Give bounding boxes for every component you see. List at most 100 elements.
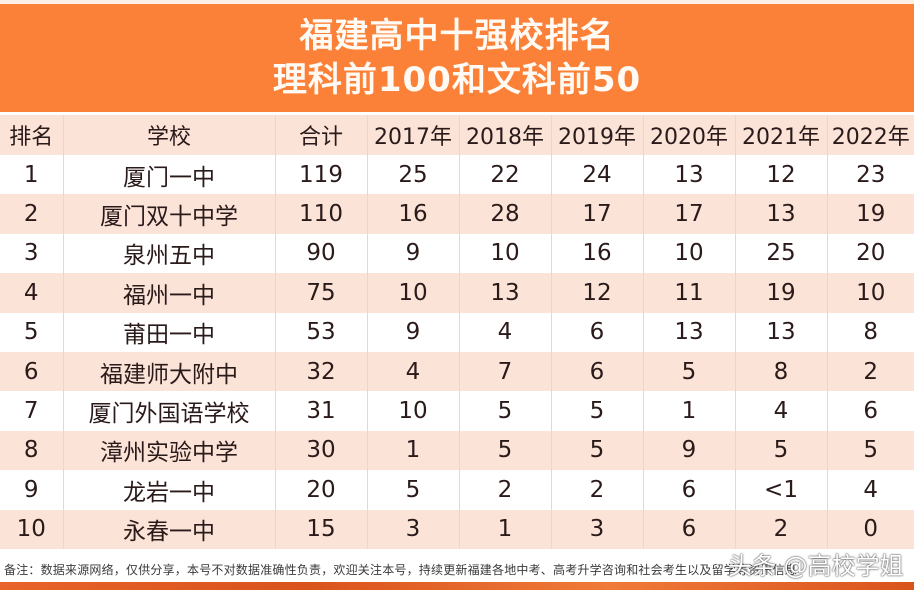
cell-2021: 4 <box>735 391 828 431</box>
cell-2017: 4 <box>367 351 460 392</box>
table-row: 3 泉州五中 90 9 10 16 10 25 20 <box>0 233 914 274</box>
cell-school: 漳州实验中学 <box>63 430 276 471</box>
cell-2022: 0 <box>863 516 879 543</box>
cell-rank: 1 <box>0 155 64 195</box>
cell-2022: 8 <box>863 319 879 346</box>
col-header-2022: 2022年 <box>831 125 910 150</box>
cell-2019: 16 <box>551 233 644 274</box>
cell-school: 厦门外国语学校 <box>63 391 276 431</box>
cell-total: 20 <box>275 470 368 510</box>
cell-2020: 11 <box>643 273 736 313</box>
cell-school: 永春一中 <box>63 509 276 549</box>
cell-2020: 13 <box>643 155 736 195</box>
cell-2018: 5 <box>459 391 552 431</box>
bottom-bar <box>0 582 914 590</box>
cell-2021: 2 <box>735 509 828 549</box>
cell-2017: 3 <box>367 509 460 549</box>
cell-2020: 1 <box>643 391 736 431</box>
footer-note: 备注：数据来源网络，仅供分享，本号不对数据准确性负责，欢迎关注本号，持续更新福建… <box>4 563 798 577</box>
cell-2019: 5 <box>551 391 644 431</box>
top-strip <box>0 0 914 4</box>
ranking-table: 排名 学校 合计 2017年 2018年 2019年 2020年 2021年 2… <box>0 115 914 549</box>
cell-2020: 5 <box>643 351 736 392</box>
table-row: 2 厦门双十中学 110 16 28 17 17 13 19 <box>0 194 914 234</box>
table-header-row: 排名 学校 合计 2017年 2018年 2019年 2020年 2021年 2… <box>0 115 914 155</box>
cell-school: 莆田一中 <box>63 312 276 352</box>
cell-2022: 4 <box>863 476 879 503</box>
cell-2018: 28 <box>459 194 552 234</box>
cell-rank: 8 <box>0 430 64 471</box>
cell-2017: 10 <box>367 273 460 313</box>
cell-school: 龙岩一中 <box>63 470 276 510</box>
cell-rank: 3 <box>0 233 64 274</box>
cell-rank: 7 <box>0 391 64 431</box>
cell-2021: 12 <box>735 155 828 195</box>
col-header-2021: 2021年 <box>735 115 828 155</box>
cell-2021: 13 <box>735 312 828 352</box>
table-row: 8 漳州实验中学 30 1 5 5 9 5 5 <box>0 430 914 471</box>
cell-2020: 9 <box>643 430 736 471</box>
cell-2022: 5 <box>863 437 879 464</box>
cell-2017: 9 <box>367 233 460 274</box>
cell-2019: 6 <box>551 351 644 392</box>
table-row: 1 厦门一中 119 25 22 24 13 12 23 <box>0 155 914 195</box>
cell-school: 福州一中 <box>63 273 276 313</box>
table-row: 5 莆田一中 53 9 4 6 13 13 8 <box>0 312 914 352</box>
cell-2020: 6 <box>643 470 736 510</box>
cell-2020: 6 <box>643 509 736 549</box>
cell-2018: 22 <box>459 155 552 195</box>
col-header-2020: 2020年 <box>643 115 736 155</box>
cell-2022: 2 <box>863 358 879 385</box>
cell-2020: 13 <box>643 312 736 352</box>
cell-2018: 2 <box>459 470 552 510</box>
cell-2022: 6 <box>863 398 879 425</box>
cell-rank: 2 <box>0 194 64 234</box>
cell-2021: 8 <box>735 351 828 392</box>
cell-rank: 5 <box>0 312 64 352</box>
cell-2017: 5 <box>367 470 460 510</box>
cell-total: 53 <box>275 312 368 352</box>
title-banner: 福建高中十强校排名 理科前100和文科前50 <box>0 4 914 112</box>
title-line-2: 理科前100和文科前50 <box>272 60 642 100</box>
cell-rank: 9 <box>0 470 64 510</box>
cell-2018: 5 <box>459 430 552 471</box>
cell-2022: 10 <box>856 279 886 306</box>
cell-rank: 10 <box>0 509 64 549</box>
cell-2018: 10 <box>459 233 552 274</box>
col-header-2019: 2019年 <box>551 115 644 155</box>
cell-2018: 7 <box>459 351 552 392</box>
cell-2017: 1 <box>367 430 460 471</box>
cell-2018: 4 <box>459 312 552 352</box>
cell-total: 31 <box>275 391 368 431</box>
cell-2019: 12 <box>551 273 644 313</box>
cell-2021: <1 <box>735 470 828 510</box>
table-row: 7 厦门外国语学校 31 10 5 5 1 4 6 <box>0 391 914 431</box>
cell-2017: 25 <box>367 155 460 195</box>
cell-school: 福建师大附中 <box>63 351 276 392</box>
cell-school: 厦门一中 <box>63 155 276 195</box>
cell-school: 厦门双十中学 <box>63 194 276 234</box>
cell-2022: 20 <box>856 240 886 267</box>
cell-school: 泉州五中 <box>63 233 276 274</box>
cell-total: 75 <box>275 273 368 313</box>
cell-2021: 25 <box>735 233 828 274</box>
table-row: 10 永春一中 15 3 1 3 6 2 0 <box>0 509 914 549</box>
cell-2021: 19 <box>735 273 828 313</box>
cell-total: 15 <box>275 509 368 549</box>
cell-total: 90 <box>275 233 368 274</box>
cell-total: 110 <box>275 194 368 234</box>
watermark: 头条 @高校学姐 <box>728 552 904 580</box>
col-header-rank: 排名 <box>0 115 64 155</box>
col-header-total: 合计 <box>275 115 368 155</box>
cell-2021: 13 <box>735 194 828 234</box>
cell-2019: 6 <box>551 312 644 352</box>
cell-2019: 2 <box>551 470 644 510</box>
cell-2017: 16 <box>367 194 460 234</box>
cell-2019: 5 <box>551 430 644 471</box>
cell-2019: 17 <box>551 194 644 234</box>
cell-2019: 3 <box>551 509 644 549</box>
cell-total: 119 <box>275 155 368 195</box>
table-row: 6 福建师大附中 32 4 7 6 5 8 2 <box>0 351 914 392</box>
cell-rank: 6 <box>0 351 64 392</box>
col-header-2017: 2017年 <box>367 115 460 155</box>
